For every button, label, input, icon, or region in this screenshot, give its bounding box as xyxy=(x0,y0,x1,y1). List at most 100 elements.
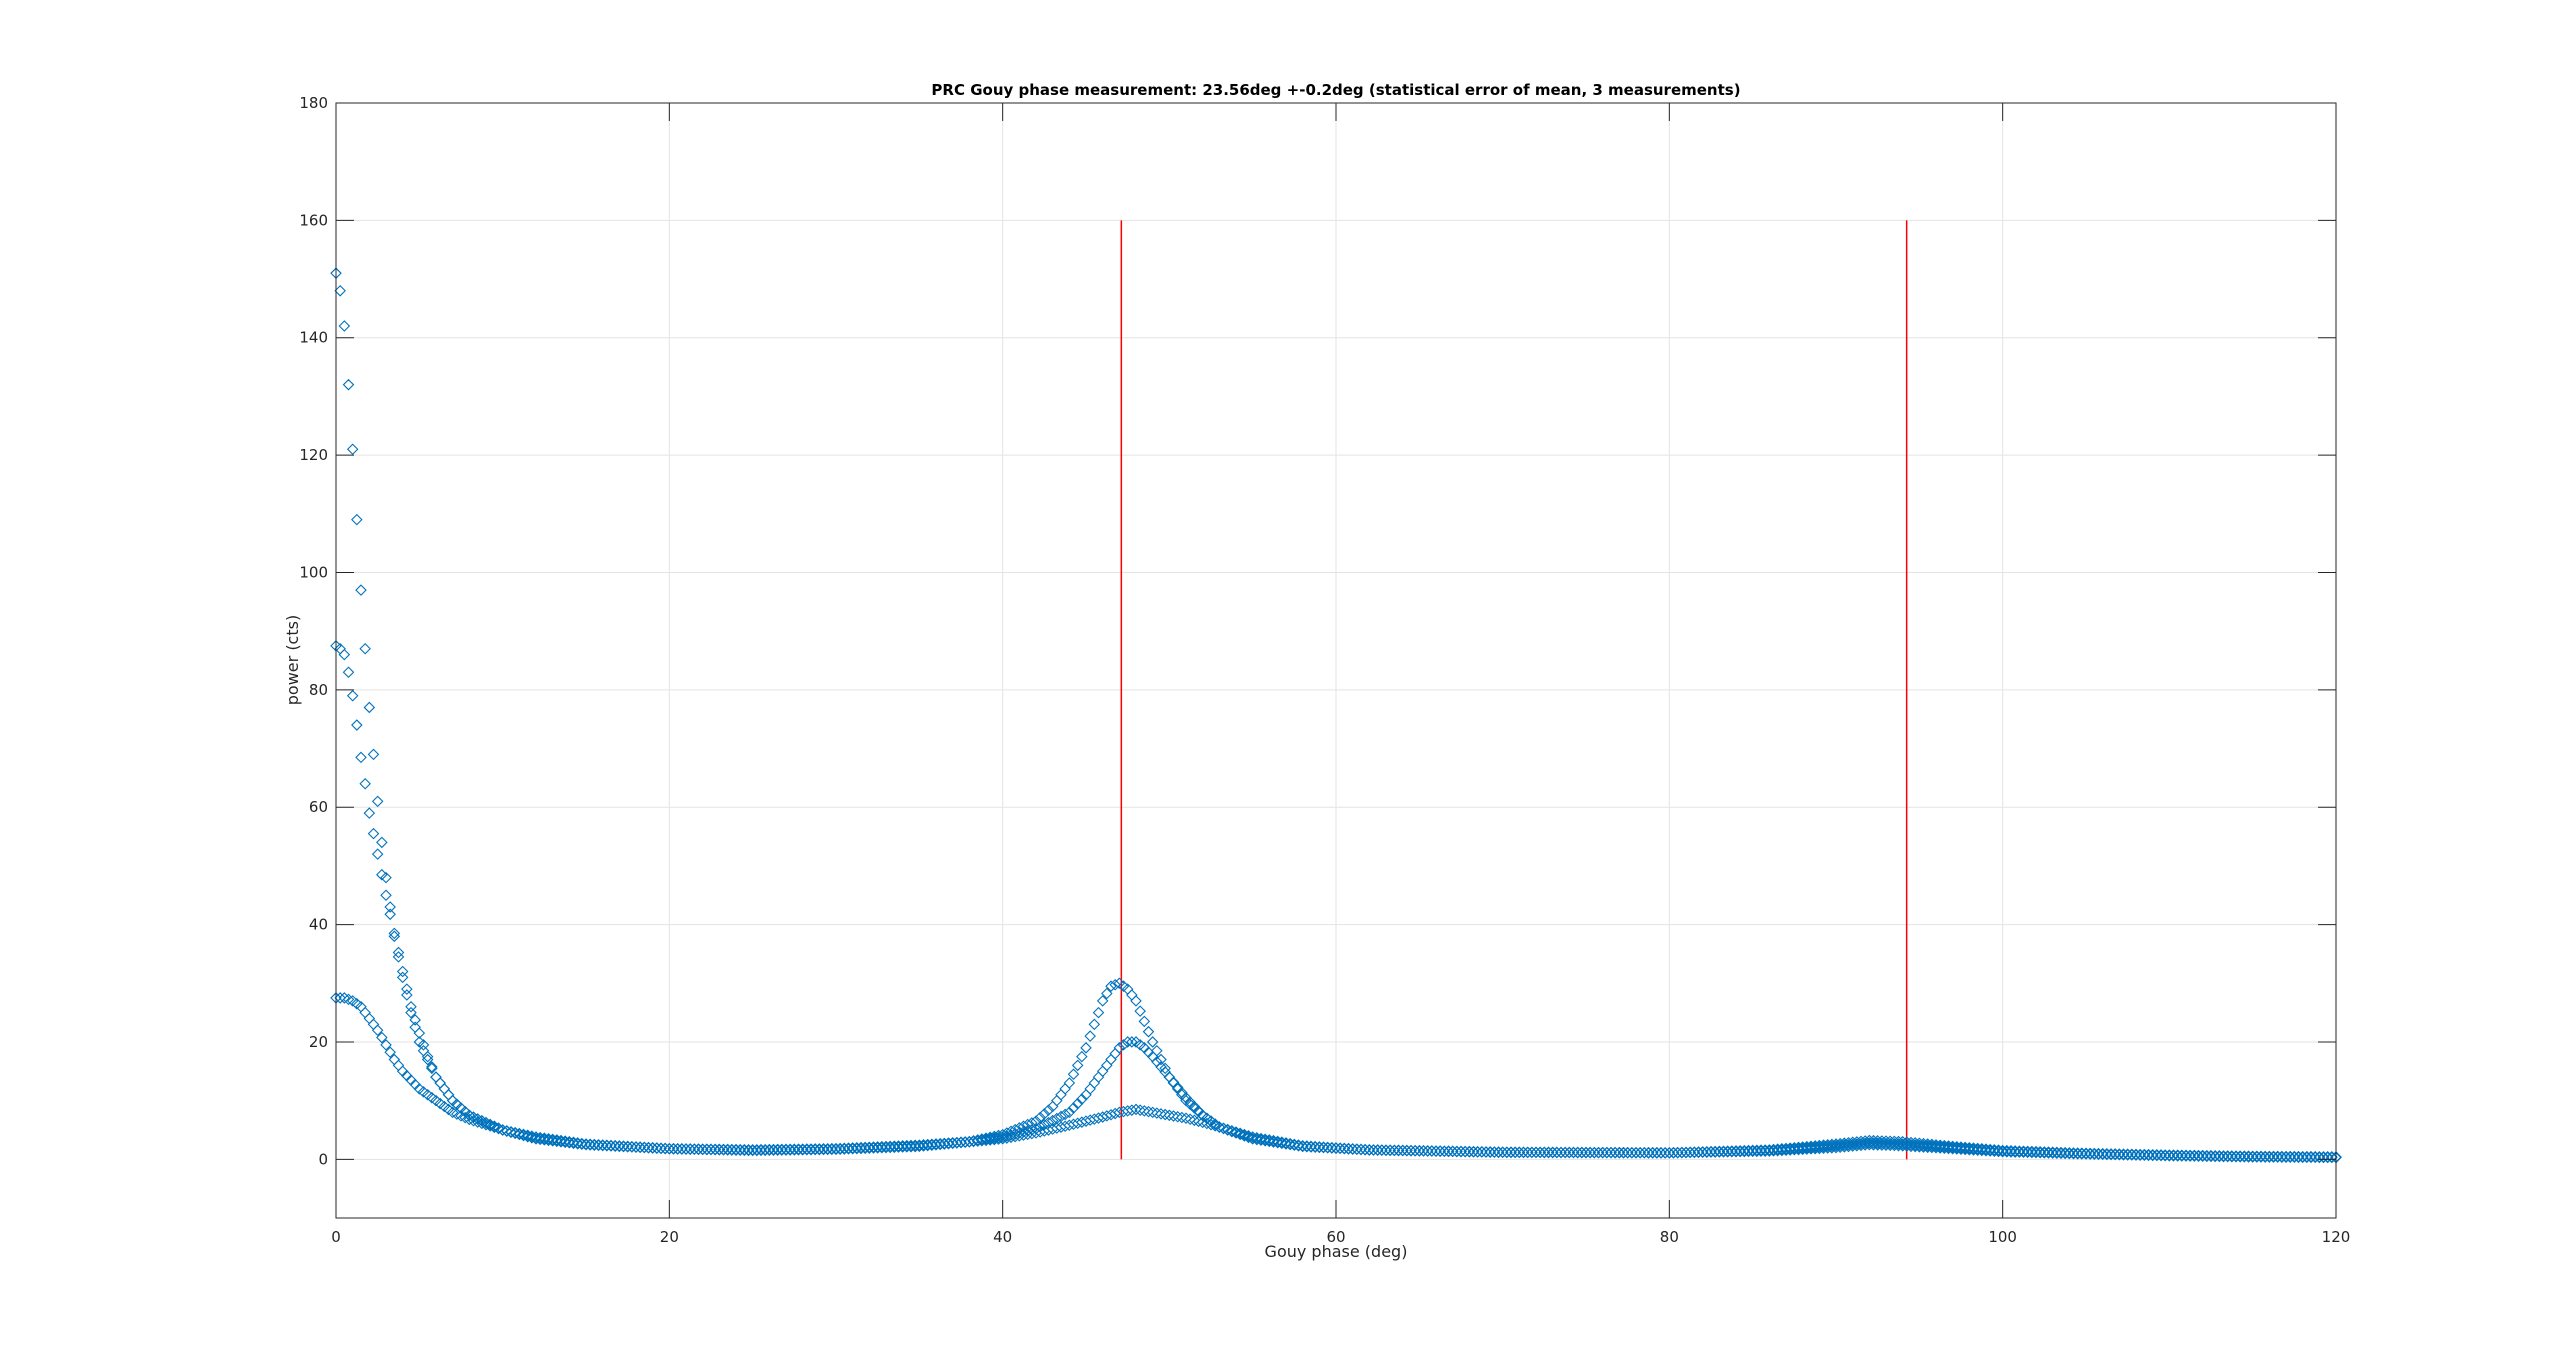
data-point xyxy=(967,1135,980,1148)
data-point xyxy=(2155,1149,2167,1162)
data-point xyxy=(1809,1142,1821,1155)
data-point xyxy=(351,513,363,526)
data-point xyxy=(1951,1142,1963,1154)
data-point xyxy=(1634,1146,1646,1159)
data-point xyxy=(1938,1142,1951,1155)
data-point xyxy=(1996,1145,2009,1158)
data-point xyxy=(363,701,376,714)
data-point xyxy=(371,848,384,860)
data-point xyxy=(1526,1146,1538,1159)
data-point xyxy=(634,1141,646,1153)
data-point xyxy=(888,1140,901,1153)
data-point xyxy=(563,1135,576,1148)
data-point xyxy=(1901,1140,1913,1152)
data-point xyxy=(1496,1146,1509,1159)
data-point xyxy=(1276,1136,1288,1148)
data-point xyxy=(1588,1146,1601,1159)
data-point xyxy=(2005,1146,2017,1158)
data-point xyxy=(380,871,392,884)
axes xyxy=(335,102,2337,1219)
data-point xyxy=(546,1134,559,1147)
data-point xyxy=(805,1143,817,1156)
data-point xyxy=(1255,1132,1267,1145)
data-point xyxy=(888,1141,901,1154)
data-point xyxy=(871,1142,884,1154)
data-point xyxy=(896,1141,909,1153)
data-point xyxy=(1696,1146,1709,1159)
data-point xyxy=(930,1138,942,1150)
data-point xyxy=(1646,1147,1659,1159)
data-point xyxy=(959,1136,971,1148)
data-point xyxy=(792,1144,805,1156)
data-point xyxy=(2038,1147,2051,1159)
tick-labels: 0 20 40 60 80 100 120 0 20 40 60 80 100 120 140 160 180 xyxy=(299,94,2350,1246)
data-point xyxy=(1813,1141,1826,1153)
data-point xyxy=(946,1137,959,1150)
data-point xyxy=(838,1143,851,1155)
data-point xyxy=(1967,1144,1980,1156)
data-point xyxy=(826,1143,838,1156)
data-point xyxy=(1963,1142,1976,1155)
data-point xyxy=(1159,1108,1171,1121)
data-point xyxy=(817,1143,830,1156)
data-point xyxy=(2226,1150,2238,1163)
data-point xyxy=(392,951,405,963)
data-point xyxy=(1301,1140,1313,1152)
data-point xyxy=(1851,1139,1863,1152)
data-point xyxy=(2096,1148,2109,1161)
data-point xyxy=(776,1144,788,1156)
data-point xyxy=(2271,1151,2284,1163)
data-point xyxy=(1884,1139,1896,1152)
data-point xyxy=(1176,1111,1188,1124)
data-point xyxy=(1046,1114,1059,1127)
data-point xyxy=(1976,1143,1988,1156)
data-point xyxy=(1755,1145,1767,1158)
data-point xyxy=(1038,1108,1051,1120)
x-tick-label: 100 xyxy=(1988,1228,2017,1246)
data-point xyxy=(630,1141,642,1153)
y-tick-label: 180 xyxy=(299,94,328,112)
data-point xyxy=(1271,1135,1284,1148)
data-point xyxy=(659,1142,671,1155)
data-point xyxy=(576,1137,588,1150)
data-point xyxy=(2263,1151,2276,1163)
data-point xyxy=(1913,1141,1926,1153)
data-point xyxy=(851,1142,863,1155)
data-point xyxy=(1946,1142,1959,1155)
data-point xyxy=(2101,1148,2113,1161)
data-point xyxy=(1180,1112,1192,1125)
data-point xyxy=(726,1144,738,1156)
x-tick-label: 0 xyxy=(331,1228,341,1246)
data-point xyxy=(905,1139,917,1152)
data-point xyxy=(609,1139,621,1152)
data-point xyxy=(642,1141,655,1154)
data-point xyxy=(1505,1146,1517,1159)
data-point xyxy=(1242,1129,1255,1142)
data-point xyxy=(488,1121,501,1134)
data-point xyxy=(2242,1151,2255,1163)
data-point xyxy=(1096,995,1109,1007)
data-point xyxy=(2276,1151,2288,1163)
data-point xyxy=(1321,1141,1334,1154)
data-point xyxy=(1871,1139,1884,1151)
data-point xyxy=(655,1142,667,1155)
data-point xyxy=(2288,1151,2301,1164)
data-point xyxy=(1801,1142,1813,1154)
data-point xyxy=(884,1141,896,1154)
data-point xyxy=(2159,1149,2171,1162)
data-point xyxy=(901,1139,913,1152)
data-point xyxy=(1259,1133,1271,1145)
data-point xyxy=(1355,1143,1367,1156)
data-point xyxy=(401,983,413,995)
data-point xyxy=(784,1144,796,1156)
data-point xyxy=(1484,1146,1496,1158)
data-point xyxy=(517,1128,530,1141)
data-point xyxy=(1071,1097,1084,1110)
data-point xyxy=(1921,1141,1934,1154)
data-point xyxy=(2321,1151,2334,1164)
data-point xyxy=(505,1125,517,1138)
data-point xyxy=(342,993,355,1006)
data-point xyxy=(1438,1145,1451,1158)
data-point xyxy=(1763,1145,1776,1157)
data-point xyxy=(1113,1042,1126,1054)
